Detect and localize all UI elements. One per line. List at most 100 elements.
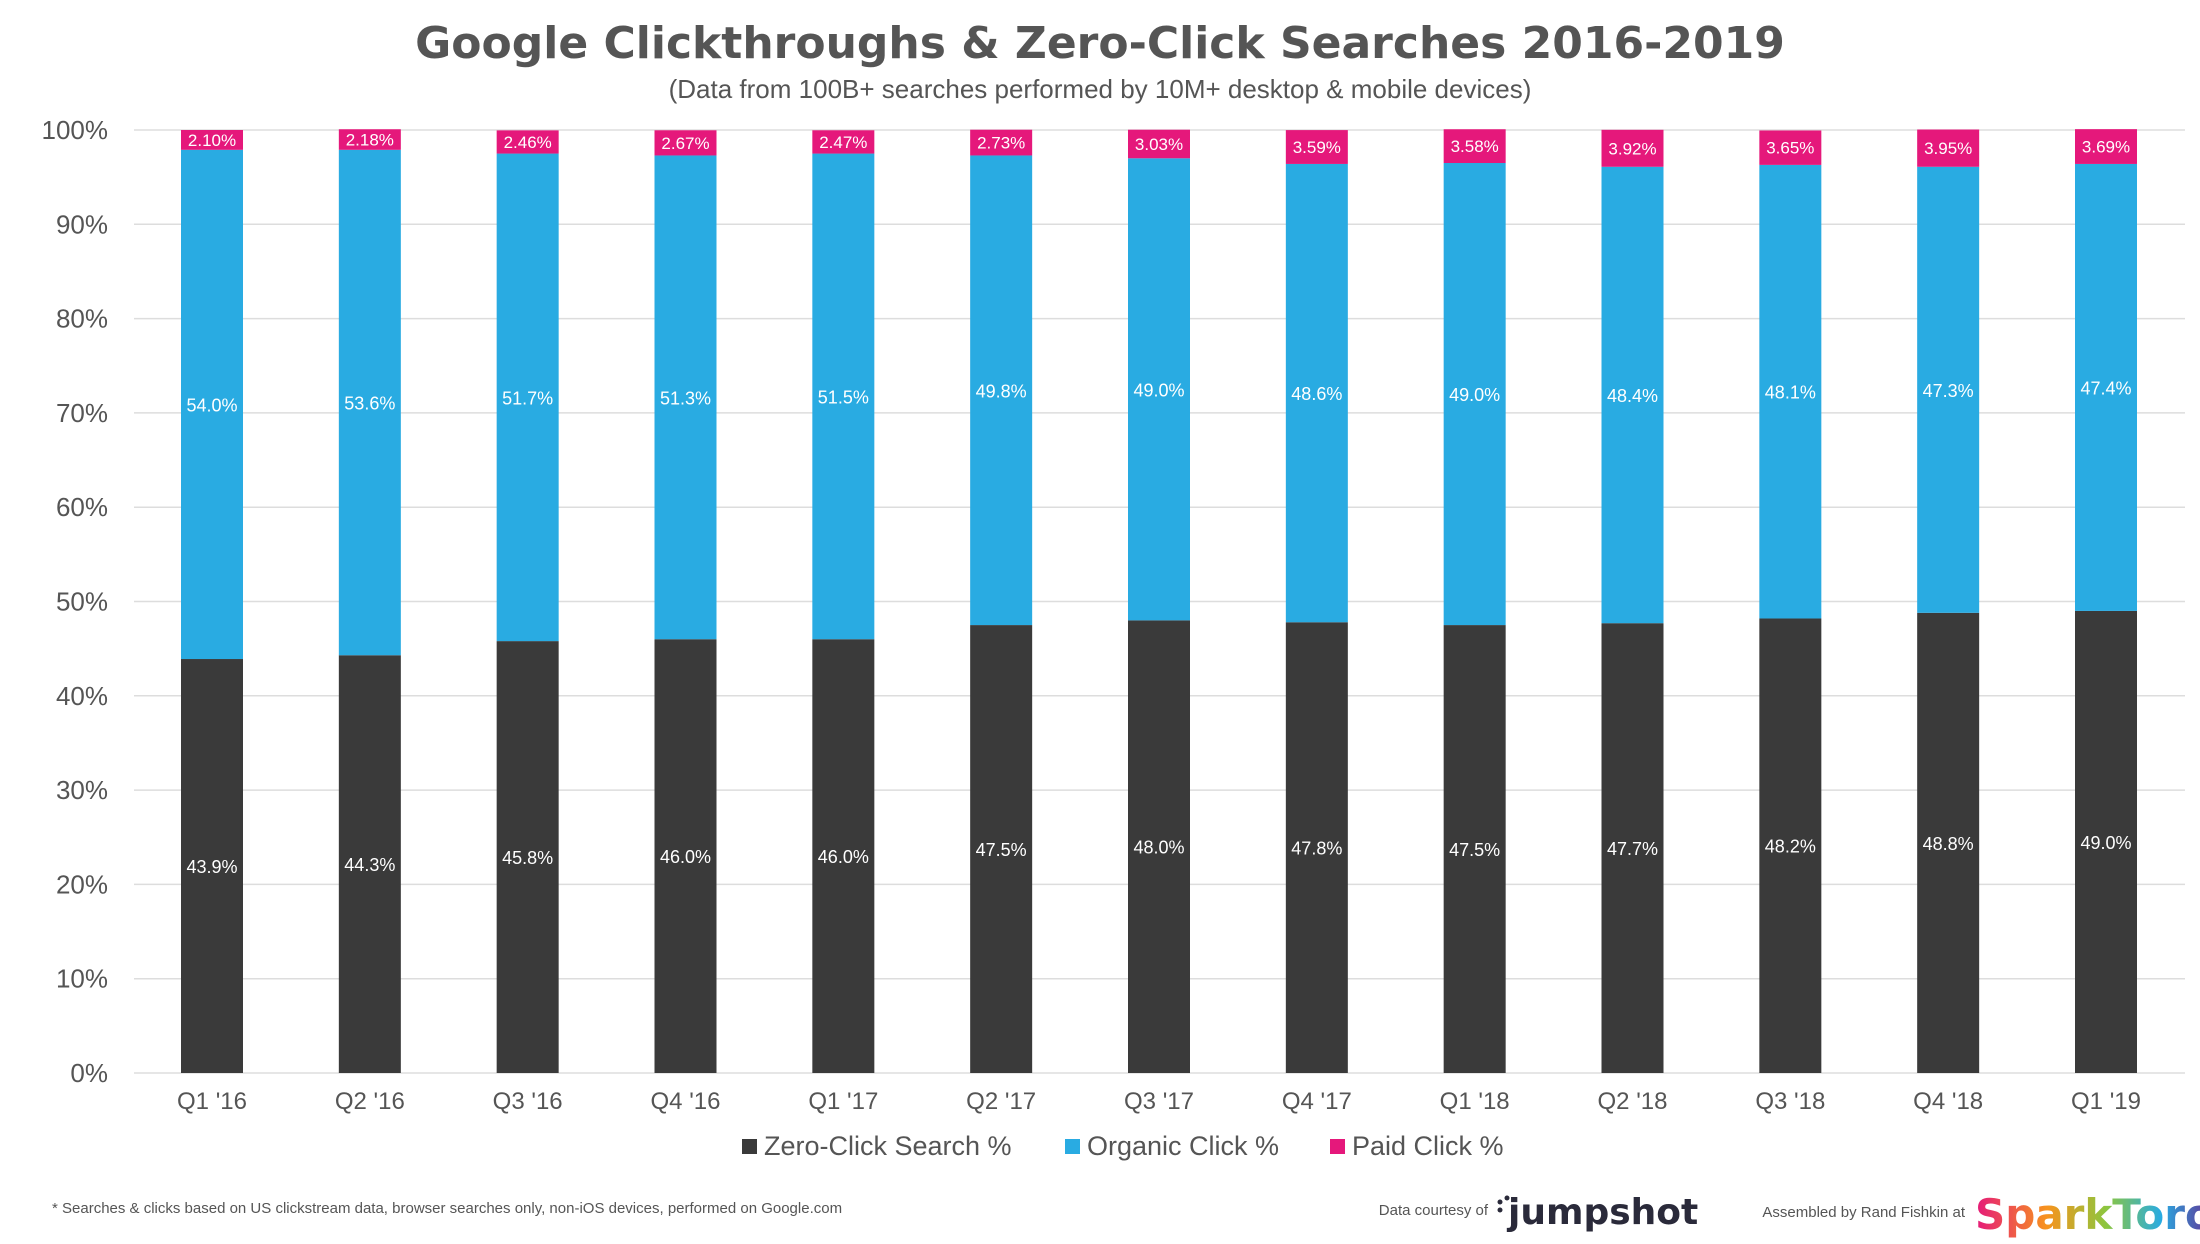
organic-click-legend-swatch xyxy=(1065,1139,1080,1154)
y-tick-label: 60% xyxy=(56,492,108,522)
organic-click-data-label: 54.0% xyxy=(186,395,237,415)
zero-click-data-label: 47.5% xyxy=(976,840,1027,860)
organic-click-bar xyxy=(181,149,243,660)
organic-click-data-label: 47.3% xyxy=(1923,381,1974,401)
organic-click-bar xyxy=(654,155,717,640)
zero-click-data-label: 43.9% xyxy=(186,857,237,877)
organic-click-data-label: 51.5% xyxy=(818,387,869,407)
zero-click-bar xyxy=(654,639,717,1073)
paid-click-bar xyxy=(1128,129,1190,159)
chart-subtitle: (Data from 100B+ searches performed by 1… xyxy=(669,74,1532,104)
paid-click-bar xyxy=(496,130,559,154)
jumpshot-credit: Data courtesy of jumpshot xyxy=(1379,1192,1698,1233)
y-tick-label: 100% xyxy=(42,115,109,145)
organic-click-bar xyxy=(1443,163,1506,626)
organic-click-legend-label: Organic Click % xyxy=(1087,1131,1279,1161)
paid-click-data-label: 2.18% xyxy=(346,131,394,150)
zero-click-bar xyxy=(1601,623,1664,1073)
zero-click-data-label: 44.3% xyxy=(344,855,395,875)
x-tick-label: Q1 '18 xyxy=(1440,1088,1510,1115)
y-tick-label: 20% xyxy=(56,869,108,899)
y-tick-label: 90% xyxy=(56,209,108,239)
legend: Zero-Click Search % Organic Click % Paid C… xyxy=(742,1131,1504,1161)
x-tick-label: Q2 '16 xyxy=(335,1088,405,1115)
organic-click-bar xyxy=(812,153,875,640)
y-tick-label: 0% xyxy=(70,1058,108,1088)
organic-click-data-label: 49.0% xyxy=(1133,380,1184,400)
paid-click-data-label: 3.58% xyxy=(1451,137,1499,156)
zero-click-bar xyxy=(1128,620,1190,1073)
paid-click-data-label: 2.46% xyxy=(504,133,552,152)
zero-click-bar xyxy=(970,625,1033,1073)
y-tick-label: 50% xyxy=(56,587,108,617)
x-tick-label: Q1 '17 xyxy=(808,1088,878,1115)
paid-click-bar xyxy=(1917,129,1980,167)
paid-click-data-label: 3.03% xyxy=(1135,135,1183,154)
y-tick-label: 30% xyxy=(56,775,108,805)
zero-click-legend-swatch xyxy=(742,1139,757,1154)
x-tick-label: Q3 '18 xyxy=(1755,1088,1825,1115)
zero-click-data-label: 47.7% xyxy=(1607,839,1658,859)
zero-click-data-label: 48.2% xyxy=(1765,837,1816,857)
x-tick-label: Q4 '17 xyxy=(1282,1088,1352,1115)
x-tick-label: Q2 '18 xyxy=(1598,1088,1668,1115)
organic-click-data-label: 48.1% xyxy=(1765,383,1816,403)
paid-click-bar xyxy=(654,130,717,156)
x-tick-label: Q3 '16 xyxy=(493,1088,563,1115)
organic-click-bar xyxy=(496,153,559,642)
organic-click-bar xyxy=(1917,166,1980,613)
x-tick-label: Q3 '17 xyxy=(1124,1088,1194,1115)
organic-click-bar xyxy=(1128,158,1190,621)
y-tick-label: 70% xyxy=(56,398,108,428)
paid-click-bar xyxy=(1443,129,1506,164)
zero-click-data-label: 45.8% xyxy=(502,848,553,868)
paid-click-bar xyxy=(2075,129,2137,164)
zero-click-bar xyxy=(338,655,401,1073)
zero-click-bar xyxy=(181,659,243,1073)
zero-click-data-label: 48.8% xyxy=(1923,834,1974,854)
jumpshot-logo: jumpshot xyxy=(1506,1192,1698,1233)
paid-click-legend-swatch xyxy=(1330,1139,1345,1154)
zero-click-bar xyxy=(1917,612,1980,1073)
organic-click-data-label: 51.7% xyxy=(502,388,553,408)
organic-click-data-label: 48.6% xyxy=(1291,384,1342,404)
x-tick-label: Q2 '17 xyxy=(966,1088,1036,1115)
paid-click-legend-label: Paid Click % xyxy=(1352,1131,1504,1161)
paid-click-data-label: 2.67% xyxy=(661,134,709,153)
zero-click-data-label: 47.8% xyxy=(1291,839,1342,859)
x-tick-label: Q4 '18 xyxy=(1913,1088,1983,1115)
y-tick-label: 10% xyxy=(56,964,108,994)
organic-click-data-label: 49.0% xyxy=(1449,385,1500,405)
organic-click-data-label: 48.4% xyxy=(1607,386,1658,406)
data-courtesy-label: Data courtesy of xyxy=(1379,1202,1489,1219)
zero-click-data-label: 46.0% xyxy=(818,847,869,867)
zero-click-data-label: 46.0% xyxy=(660,847,711,867)
footnote: * Searches & clicks based on US clickstr… xyxy=(52,1200,842,1217)
zero-click-legend-label: Zero-Click Search % xyxy=(764,1131,1012,1161)
y-tick-label: 40% xyxy=(56,681,108,711)
chart-title: Google Clickthroughs & Zero-Click Search… xyxy=(415,18,1785,69)
organic-click-bar xyxy=(1759,164,1822,619)
x-axis: Q1 '16 Q2 '16 Q3 '16 Q4 '16 Q1 '17 Q2 '17 Q3 '… xyxy=(177,1088,2141,1115)
paid-click-bar xyxy=(1285,130,1348,164)
organic-click-bar xyxy=(1601,166,1664,624)
paid-click-data-label: 3.59% xyxy=(1293,138,1341,157)
paid-click-bar xyxy=(812,130,875,154)
zero-click-bar xyxy=(1443,625,1506,1073)
organic-click-data-label: 51.3% xyxy=(660,388,711,408)
zero-click-bar xyxy=(1759,618,1822,1073)
paid-click-bar xyxy=(970,129,1033,156)
paid-click-data-label: 3.92% xyxy=(1608,139,1656,158)
paid-click-data-label: 2.10% xyxy=(188,131,236,150)
organic-click-bar xyxy=(1285,163,1348,623)
organic-click-bar xyxy=(338,149,401,656)
zero-click-data-label: 48.0% xyxy=(1133,838,1184,858)
organic-click-data-label: 47.4% xyxy=(2080,378,2131,398)
y-axis: 0% 10% 20% 30% 40% 50% 60% 70% 80% 90% 100% xyxy=(42,115,109,1088)
paid-click-data-label: 2.73% xyxy=(977,134,1025,153)
sparktoro-credit: Assembled by Rand Fishkin at SparkToro xyxy=(1762,1190,2200,1239)
zero-click-bar xyxy=(812,639,875,1073)
zero-click-bar xyxy=(1285,622,1348,1073)
y-tick-label: 80% xyxy=(56,304,108,334)
